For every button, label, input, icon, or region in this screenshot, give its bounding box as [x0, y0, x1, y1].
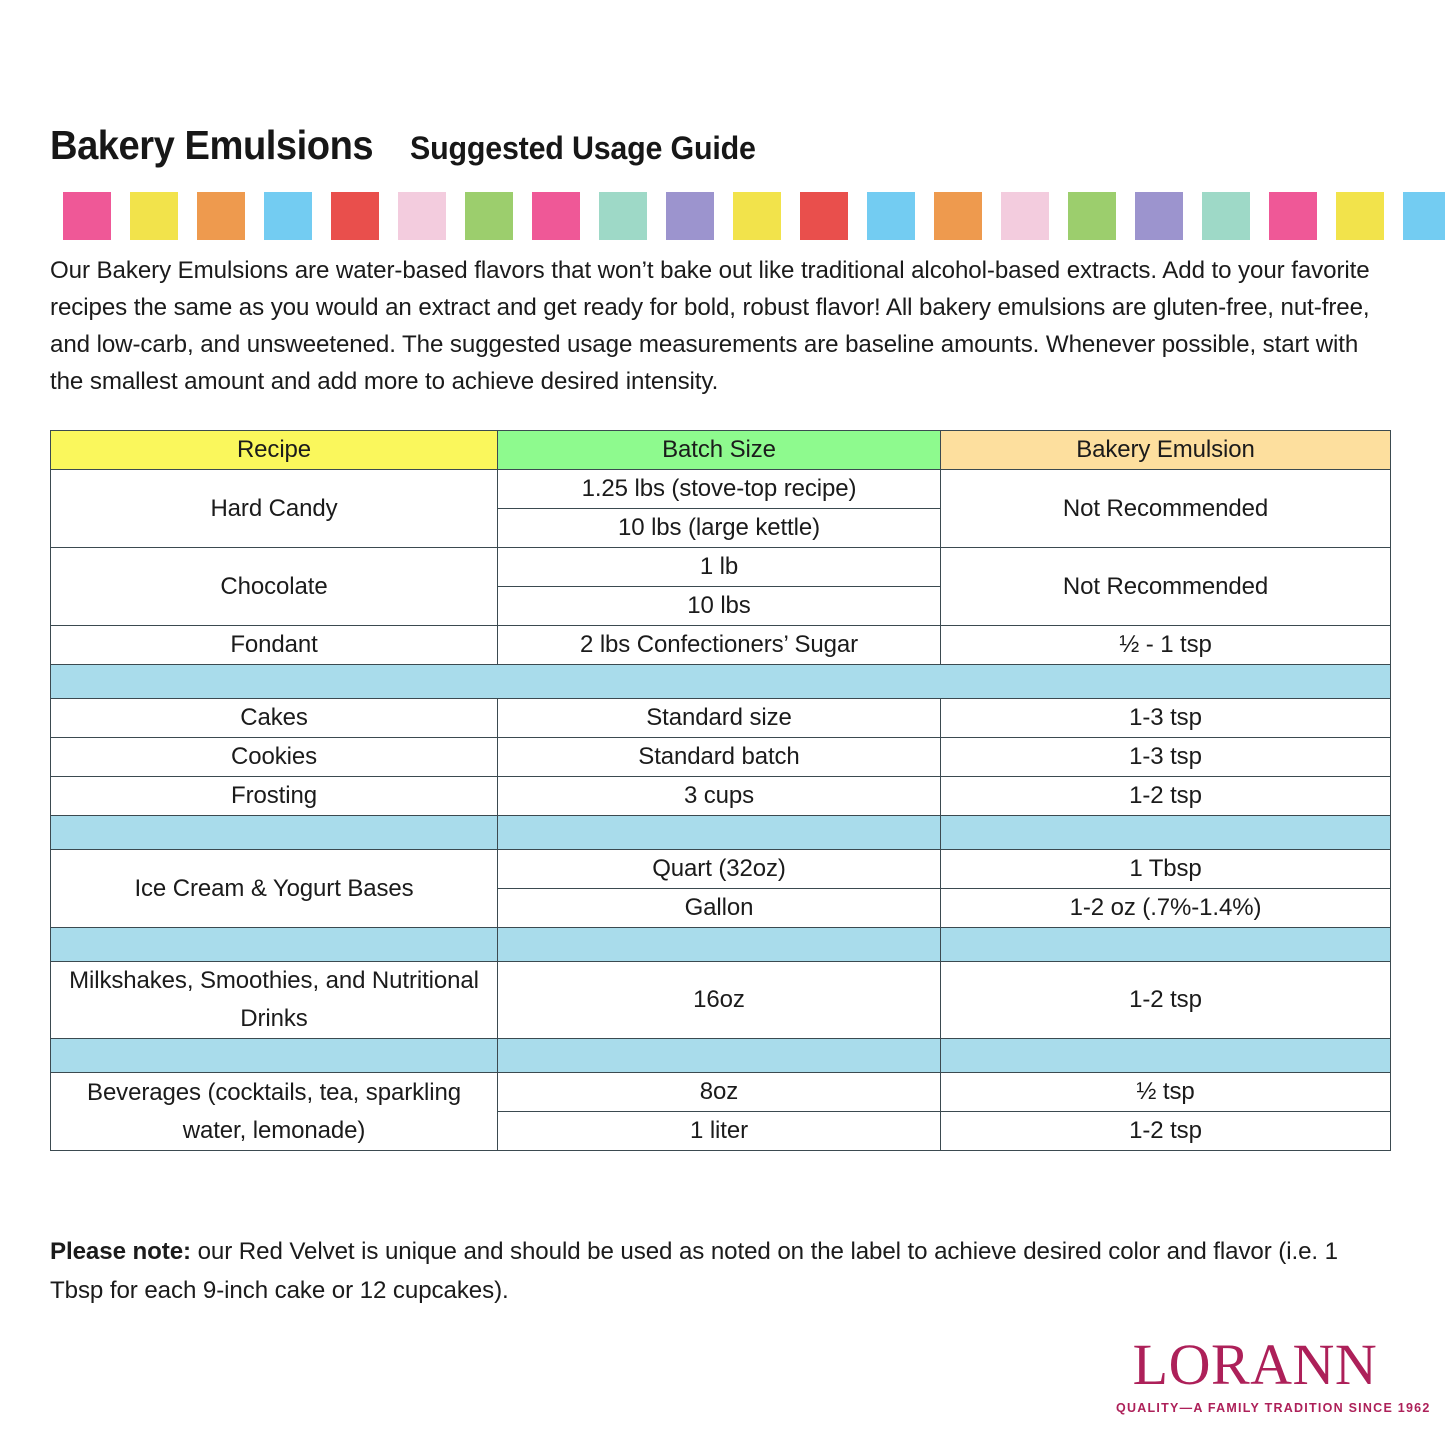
- table-spacer-row: [50, 664, 1391, 699]
- color-swatch-18: [1269, 192, 1317, 240]
- cell-recipe: Beverages (cocktails, tea, sparkling wat…: [50, 1072, 498, 1151]
- footnote-text: our Red Velvet is unique and should be u…: [50, 1238, 1338, 1304]
- spacer-cell: [50, 927, 498, 962]
- cell-recipe: Cakes: [50, 698, 498, 738]
- page-title-subtitle: Suggested Usage Guide: [409, 130, 756, 166]
- table-spacer-row: [50, 1038, 1391, 1073]
- table-header-row: Recipe Batch Size Bakery Emulsion: [50, 430, 1391, 470]
- color-swatch-3: [264, 192, 312, 240]
- table-row: Hard Candy 1.25 lbs (stove-top recipe) Not…: [50, 469, 1391, 548]
- color-swatch-4: [331, 192, 379, 240]
- cell-batch-size: 10 lbs (large kettle): [497, 508, 941, 548]
- column-header-batch-size: Batch Size: [497, 430, 941, 470]
- color-swatch-8: [599, 192, 647, 240]
- column-header-recipe: Recipe: [50, 430, 498, 470]
- spacer-cell: [497, 815, 941, 850]
- color-swatch-0: [63, 192, 111, 240]
- spacer-cell: [50, 815, 498, 850]
- cell-batch-size: Standard size: [497, 698, 941, 738]
- table-row: Chocolate 1 lb Not Recommended: [50, 547, 1391, 626]
- footnote: Please note: our Red Velvet is unique an…: [50, 1232, 1375, 1310]
- table-row: Ice Cream & Yogurt Bases Quart (32oz) 1 Tb…: [50, 849, 1391, 928]
- intro-paragraph: Our Bakery Emulsions are water-based fla…: [50, 257, 1370, 395]
- spacer-cell: [50, 664, 1391, 699]
- spacer-cell: [497, 1038, 941, 1073]
- cell-recipe: Ice Cream & Yogurt Bases: [50, 849, 498, 928]
- color-swatch-13: [934, 192, 982, 240]
- cell-batch-size: 1.25 lbs (stove-top recipe): [497, 469, 941, 509]
- table-row: 10 lbs: [51, 586, 1391, 626]
- cell-batch-size: 1 liter: [497, 1111, 941, 1151]
- cell-recipe: Frosting: [50, 776, 498, 816]
- table-row: 1 liter 1-2 tsp: [51, 1111, 1391, 1151]
- color-swatch-15: [1068, 192, 1116, 240]
- color-swatch-16: [1135, 192, 1183, 240]
- cell-bakery-emulsion: Not Recommended: [940, 469, 1391, 548]
- table-spacer-row: [50, 815, 1391, 850]
- table-row: Cakes Standard size 1-3 tsp: [50, 698, 1391, 738]
- cell-bakery-emulsion: ½ - 1 tsp: [940, 625, 1391, 665]
- table-row: Cookies Standard batch 1-3 tsp: [50, 737, 1391, 777]
- cell-bakery-emulsion: 1-2 oz (.7%-1.4%): [940, 888, 1391, 928]
- cell-recipe: Milkshakes, Smoothies, and Nutritional D…: [50, 961, 498, 1039]
- usage-table-body: Hard Candy 1.25 lbs (stove-top recipe) Not…: [50, 469, 1391, 1151]
- color-swatch-1: [130, 192, 178, 240]
- usage-table: Recipe Batch Size Bakery Emulsion Hard C…: [50, 430, 1391, 1151]
- spacer-cell: [50, 1038, 498, 1073]
- cell-bakery-emulsion: 1-2 tsp: [940, 1111, 1391, 1151]
- color-swatch-2: [197, 192, 245, 240]
- cell-batch-size: Quart (32oz): [497, 849, 941, 889]
- cell-bakery-emulsion: 1-3 tsp: [940, 698, 1391, 738]
- spacer-cell: [940, 1038, 1391, 1073]
- color-swatch-20: [1403, 192, 1445, 240]
- table-row: Fondant 2 lbs Confectioners’ Sugar ½ - 1 t…: [50, 625, 1391, 665]
- cell-bakery-emulsion: 1-2 tsp: [940, 776, 1391, 816]
- cell-batch-size: Gallon: [497, 888, 941, 928]
- cell-batch-size: Standard batch: [497, 737, 941, 777]
- color-swatch-12: [867, 192, 915, 240]
- color-swatch-14: [1001, 192, 1049, 240]
- cell-bakery-emulsion: 1-3 tsp: [940, 737, 1391, 777]
- cell-recipe: Hard Candy: [50, 469, 498, 548]
- color-swatch-11: [800, 192, 848, 240]
- cell-recipe: Fondant: [50, 625, 498, 665]
- cell-bakery-emulsion: 1 Tbsp: [940, 849, 1391, 889]
- footnote-label: Please note:: [50, 1238, 191, 1265]
- color-swatch-19: [1336, 192, 1384, 240]
- usage-table-head: Recipe Batch Size Bakery Emulsion: [50, 430, 1391, 470]
- page-title-main: Bakery Emulsions: [50, 122, 374, 168]
- cell-batch-size: 16oz: [497, 961, 941, 1039]
- color-swatch-7: [532, 192, 580, 240]
- spacer-cell: [940, 815, 1391, 850]
- page-title: Bakery Emulsions Suggested Usage Guide: [50, 122, 773, 169]
- cell-bakery-emulsion: Not Recommended: [940, 547, 1391, 626]
- brand-logo-tagline: QUALITY—A FAMILY TRADITION SINCE 1962: [1116, 1401, 1431, 1415]
- brand-logo: LORANN QUALITY—A FAMILY TRADITION SINCE …: [1116, 1332, 1431, 1416]
- color-swatch-17: [1202, 192, 1250, 240]
- column-header-bakery-emulsion: Bakery Emulsion: [940, 430, 1391, 470]
- cell-bakery-emulsion: ½ tsp: [940, 1072, 1391, 1112]
- color-swatch-9: [666, 192, 714, 240]
- cell-recipe: Cookies: [50, 737, 498, 777]
- cell-batch-size: 2 lbs Confectioners’ Sugar: [497, 625, 941, 665]
- table-spacer-row: [50, 927, 1391, 962]
- cell-batch-size: 1 lb: [497, 547, 941, 587]
- table-row: Frosting 3 cups 1-2 tsp: [50, 776, 1391, 816]
- spacer-cell: [940, 927, 1391, 962]
- cell-batch-size: 8oz: [497, 1072, 941, 1112]
- color-swatch-10: [733, 192, 781, 240]
- table-row: 10 lbs (large kettle): [51, 508, 1391, 548]
- color-swatch-5: [398, 192, 446, 240]
- spacer-cell: [497, 927, 941, 962]
- color-swatch-strip: [63, 192, 1445, 240]
- cell-recipe: Chocolate: [50, 547, 498, 626]
- brand-logo-wordmark: LORANN: [1132, 1332, 1378, 1397]
- color-swatch-6: [465, 192, 513, 240]
- table-row: Milkshakes, Smoothies, and Nutritional D…: [50, 961, 1391, 1039]
- cell-batch-size: 10 lbs: [497, 586, 941, 626]
- cell-bakery-emulsion: 1-2 tsp: [940, 961, 1391, 1039]
- cell-batch-size: 3 cups: [497, 776, 941, 816]
- table-row: Beverages (cocktails, tea, sparkling wat…: [50, 1072, 1391, 1151]
